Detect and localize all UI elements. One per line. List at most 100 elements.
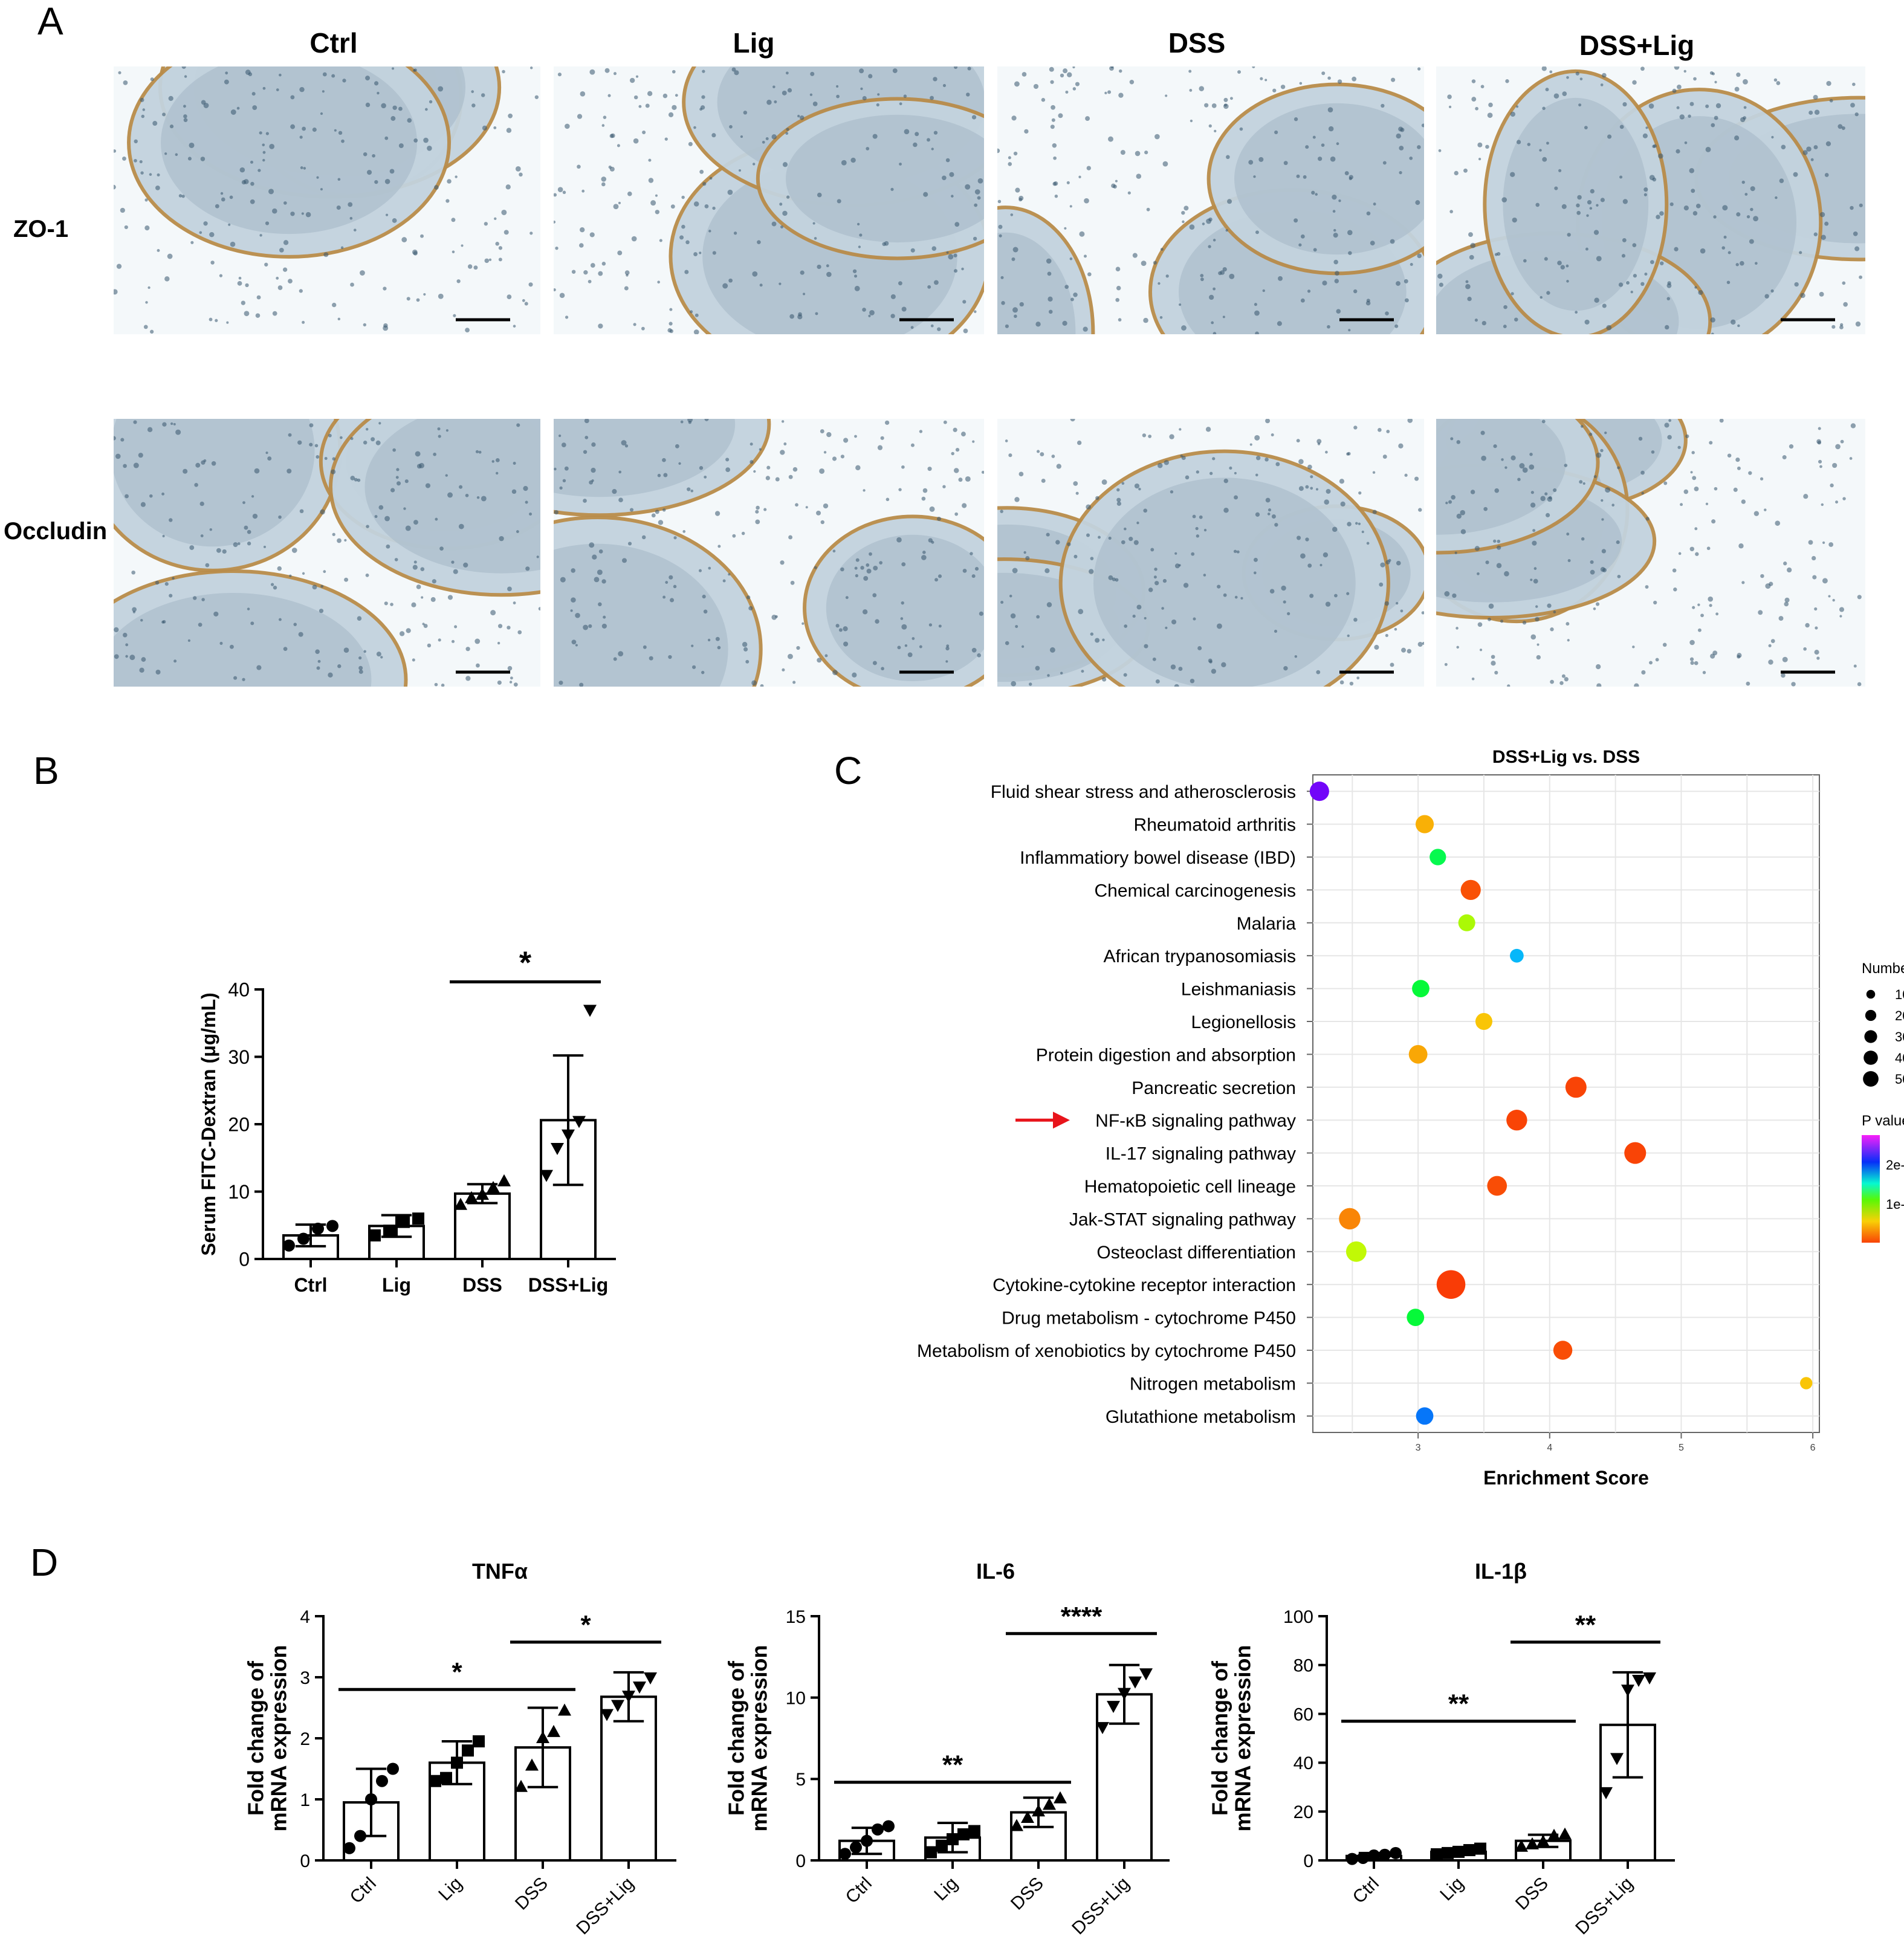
nucleus-dot — [1046, 532, 1050, 537]
nucleus-dot — [901, 562, 906, 567]
nucleus-dot — [945, 660, 948, 663]
nucleus-dot — [363, 441, 368, 445]
nucleus-dot — [1691, 189, 1695, 193]
nucleus-dot — [1690, 661, 1694, 665]
nucleus-dot — [1536, 643, 1540, 646]
nucleus-dot — [672, 70, 676, 74]
nucleus-dot — [1578, 103, 1582, 107]
nucleus-dot — [1554, 186, 1558, 190]
nucleus-dot — [301, 212, 304, 215]
nucleus-dot — [1300, 553, 1306, 559]
nucleus-dot — [1713, 215, 1717, 219]
nucleus-dot — [1839, 325, 1844, 329]
nucleus-dot — [141, 114, 145, 118]
enrichment-bubble — [1624, 1142, 1647, 1164]
nucleus-dot — [358, 669, 363, 674]
nucleus-dot — [1803, 494, 1808, 499]
nucleus-dot — [1566, 76, 1569, 79]
nucleus-dot — [1813, 94, 1818, 100]
nucleus-dot — [643, 645, 647, 649]
nucleus-dot — [1333, 233, 1338, 238]
nucleus-dot — [1197, 646, 1202, 650]
nucleus-dot — [708, 230, 711, 233]
nucleus-dot — [363, 650, 366, 653]
nucleus-dot — [1698, 290, 1703, 296]
nucleus-dot — [971, 647, 977, 653]
nucleus-dot — [1138, 487, 1141, 491]
nucleus-dot — [1229, 466, 1232, 470]
nucleus-dot — [1669, 202, 1674, 207]
nucleus-dot — [1781, 673, 1786, 678]
nucleus-dot — [1050, 125, 1055, 129]
nucleus-dot — [1115, 297, 1119, 302]
nucleus-dot — [933, 77, 937, 82]
nucleus-dot — [1714, 80, 1717, 84]
nucleus-dot — [293, 623, 297, 626]
data-point — [1139, 1668, 1153, 1681]
nucleus-dot — [598, 549, 603, 554]
nucleus-dot — [363, 152, 368, 157]
nucleus-dot — [242, 678, 245, 681]
data-point — [861, 1834, 873, 1847]
nucleus-dot — [1148, 435, 1152, 438]
nucleus-dot — [1487, 112, 1493, 118]
nucleus-dot — [951, 195, 954, 198]
nucleus-dot — [1500, 620, 1504, 623]
pathway-label: Malaria — [1237, 914, 1297, 934]
nucleus-dot — [742, 642, 748, 647]
nucleus-dot — [1305, 145, 1309, 149]
nucleus-dot — [1213, 239, 1216, 242]
nucleus-dot — [1479, 649, 1483, 652]
nucleus-dot — [1736, 73, 1741, 77]
nucleus-dot — [977, 653, 982, 658]
nucleus-dot — [189, 142, 195, 148]
nucleus-dot — [579, 243, 584, 248]
nucleus-dot — [1656, 215, 1660, 219]
nucleus-dot — [933, 280, 939, 285]
nucleus-dot — [201, 598, 205, 601]
nucleus-dot — [125, 655, 128, 658]
y-tick-label: 20 — [228, 1114, 250, 1136]
nucleus-dot — [1170, 490, 1174, 494]
nucleus-dot — [1705, 146, 1711, 152]
nucleus-dot — [765, 476, 770, 481]
nucleus-dot — [1553, 93, 1559, 99]
data-point — [343, 1842, 355, 1854]
nucleus-dot — [750, 442, 753, 446]
nucleus-dot — [641, 326, 645, 331]
nucleus-dot — [1023, 551, 1026, 554]
x-tick-label: DSS — [511, 1874, 552, 1914]
nucleus-dot — [236, 106, 240, 110]
nucleus-dot — [1205, 427, 1211, 432]
nucleus-dot — [376, 652, 381, 657]
nucleus-dot — [133, 420, 137, 424]
nucleus-dot — [1726, 280, 1731, 284]
nucleus-dot — [1690, 471, 1693, 474]
nucleus-dot — [858, 245, 861, 248]
y-axis-label: Fold change of — [1208, 1660, 1232, 1816]
nucleus-dot — [733, 231, 737, 235]
nucleus-dot — [555, 247, 559, 250]
nucleus-dot — [786, 195, 790, 199]
nucleus-dot — [1268, 508, 1272, 512]
nucleus-dot — [290, 124, 296, 129]
nucleus-dot — [1727, 453, 1732, 458]
data-point — [622, 1691, 635, 1703]
nucleus-dot — [561, 442, 566, 448]
nucleus-dot — [642, 130, 646, 135]
nucleus-dot — [1816, 656, 1820, 660]
data-point — [1107, 1701, 1120, 1714]
nucleus-dot — [1233, 549, 1237, 553]
nucleus-dot — [1410, 262, 1413, 267]
nucleus-dot — [1590, 569, 1595, 575]
nucleus-dot — [289, 574, 292, 577]
nucleus-dot — [601, 176, 607, 182]
y-tick-label: 3 — [300, 1668, 310, 1688]
nucleus-dot — [788, 653, 793, 659]
nucleus-dot — [702, 70, 705, 73]
nucleus-dot — [1721, 246, 1726, 250]
nucleus-dot — [1334, 594, 1338, 598]
nucleus-dot — [790, 580, 795, 585]
nucleus-dot — [1033, 83, 1039, 89]
